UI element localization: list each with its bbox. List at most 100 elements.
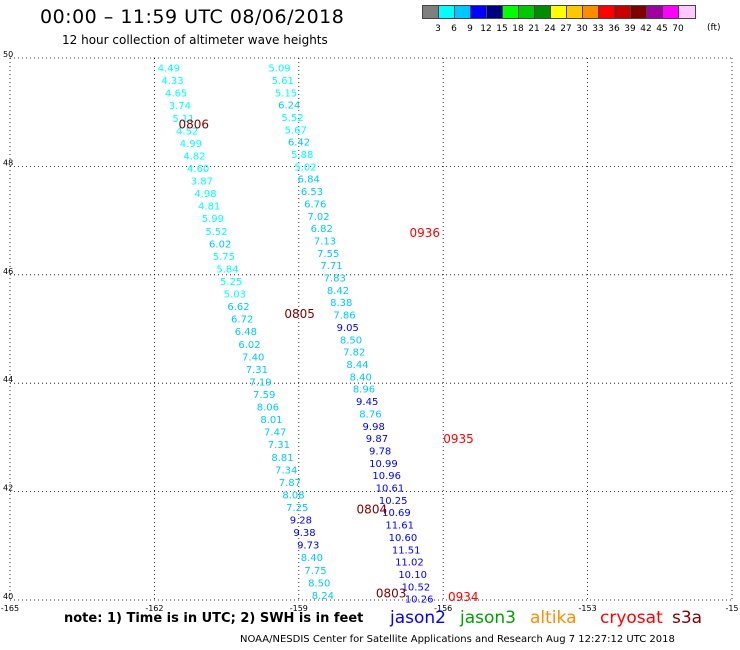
swh-value: 4.81 bbox=[198, 202, 220, 213]
footer-credit: NOAA/NESDIS Center for Satellite Applica… bbox=[240, 634, 675, 645]
x-tick-label: -165 bbox=[1, 604, 19, 613]
legend-label: 27 bbox=[560, 24, 572, 34]
legend-swatch bbox=[678, 5, 696, 19]
swh-value: 6.48 bbox=[235, 327, 257, 338]
swh-value: 7.71 bbox=[320, 261, 342, 272]
swh-value: 4.65 bbox=[165, 89, 187, 100]
legend-label: 70 bbox=[672, 24, 684, 34]
swh-value: 5.61 bbox=[272, 76, 294, 87]
legend-label: 30 bbox=[576, 24, 588, 34]
y-tick-label: 44 bbox=[3, 375, 13, 384]
swh-value: 7.13 bbox=[314, 236, 336, 247]
satellite-s3a: s3a bbox=[672, 608, 703, 628]
swh-value: 5.09 bbox=[268, 64, 290, 75]
swh-value: 10.26 bbox=[405, 595, 434, 606]
swh-value: 10.96 bbox=[372, 471, 401, 482]
swh-value: 6.42 bbox=[288, 138, 310, 149]
legend-label: 33 bbox=[592, 24, 604, 34]
swh-value: 8.42 bbox=[327, 286, 349, 297]
swh-value: 5.75 bbox=[213, 252, 235, 263]
swh-value: 9.78 bbox=[369, 446, 391, 457]
swh-value: 7.19 bbox=[249, 377, 271, 388]
swh-value: 3.87 bbox=[191, 177, 213, 188]
swh-value: 7.83 bbox=[324, 274, 346, 285]
pass-time-label: 0803 bbox=[376, 586, 407, 600]
swh-value: 5.11 bbox=[172, 114, 194, 125]
swh-value: 7.47 bbox=[264, 428, 286, 439]
swh-value: 5.84 bbox=[216, 264, 238, 275]
swh-value: 8.50 bbox=[340, 335, 362, 346]
swh-value: 7.31 bbox=[268, 440, 290, 451]
swh-value: 8.81 bbox=[271, 453, 293, 464]
swh-value: 6.24 bbox=[278, 101, 300, 112]
swh-value: 11.51 bbox=[392, 545, 421, 556]
legend-label: 39 bbox=[624, 24, 636, 34]
swh-value: 10.52 bbox=[402, 582, 431, 593]
swh-value: 8.44 bbox=[346, 360, 368, 371]
swh-value: 6.02 bbox=[238, 340, 260, 351]
satellite-cryosat: cryosat bbox=[600, 608, 663, 628]
swh-value: 7.40 bbox=[242, 352, 264, 363]
swh-value: 4.98 bbox=[194, 189, 216, 200]
pass-time-label: 0804 bbox=[357, 502, 388, 516]
y-tick-label: 48 bbox=[3, 158, 13, 167]
x-tick-label: -156 bbox=[434, 604, 452, 613]
swh-value: 6.76 bbox=[304, 199, 326, 210]
swh-value: 6.84 bbox=[298, 175, 320, 186]
swh-value: 8.24 bbox=[312, 591, 334, 602]
legend-label: 45 bbox=[656, 24, 668, 34]
swh-value: 5.02 bbox=[294, 162, 316, 173]
y-tick-label: 40 bbox=[3, 592, 13, 601]
swh-value: 8.50 bbox=[308, 578, 330, 589]
swh-value: 5.52 bbox=[205, 227, 227, 238]
swh-value: 5.99 bbox=[202, 214, 224, 225]
swh-value: 9.38 bbox=[293, 528, 315, 539]
x-tick-label: -159 bbox=[290, 604, 308, 613]
swh-value: 10.10 bbox=[398, 570, 427, 581]
swh-value: 8.08 bbox=[282, 490, 304, 501]
chart-subtitle: 12 hour collection of altimeter wave hei… bbox=[62, 33, 328, 47]
y-tick-label: 42 bbox=[3, 484, 13, 493]
swh-value: 10.60 bbox=[389, 533, 418, 544]
pass-time-label: 0936 bbox=[410, 226, 441, 240]
swh-value: 5.15 bbox=[275, 88, 297, 99]
swh-value: 11.61 bbox=[385, 521, 414, 532]
swh-value: 10.99 bbox=[369, 459, 398, 470]
swh-value: 4.33 bbox=[161, 76, 183, 87]
swh-value: 4.82 bbox=[183, 151, 205, 162]
swh-value: 6.72 bbox=[231, 315, 253, 326]
swh-value: 5.25 bbox=[220, 277, 242, 288]
swh-value: 10.69 bbox=[382, 508, 411, 519]
swh-value: 9.87 bbox=[366, 434, 388, 445]
swh-value: 5.67 bbox=[285, 125, 307, 136]
satellite-jason3: jason3 bbox=[460, 608, 516, 628]
y-tick-label: 46 bbox=[3, 267, 13, 276]
swh-value: 11.02 bbox=[395, 558, 424, 569]
swh-value: 6.62 bbox=[227, 302, 249, 313]
swh-value: 7.75 bbox=[304, 566, 326, 577]
swh-value: 9.45 bbox=[356, 397, 378, 408]
swh-value: 10.61 bbox=[376, 484, 405, 495]
legend-label: 24 bbox=[544, 24, 556, 34]
pass-time-label: 0934 bbox=[448, 590, 479, 604]
swh-value: 7.82 bbox=[343, 348, 365, 359]
swh-value: 5.52 bbox=[281, 113, 303, 124]
swh-value: 9.28 bbox=[290, 516, 312, 527]
swh-value: 9.98 bbox=[363, 422, 385, 433]
swh-value: 7.59 bbox=[253, 390, 275, 401]
swh-value: 7.34 bbox=[275, 465, 297, 476]
swh-value: 8.40 bbox=[301, 553, 323, 564]
pass-time-label: 0935 bbox=[443, 432, 474, 446]
pass-time-label: 0806 bbox=[178, 117, 209, 131]
pass-time-label: 0805 bbox=[284, 307, 315, 321]
swh-value: 10.25 bbox=[379, 496, 408, 507]
swh-value: 7.31 bbox=[246, 365, 268, 376]
legend-label: 12 bbox=[480, 24, 492, 34]
satellite-altika: altika bbox=[530, 608, 577, 628]
swh-value: 6.53 bbox=[301, 187, 323, 198]
swh-value: 8.96 bbox=[353, 385, 375, 396]
legend-label: 18 bbox=[512, 24, 524, 34]
swh-value: 9.73 bbox=[297, 541, 319, 552]
legend-label: 3 bbox=[435, 24, 441, 34]
